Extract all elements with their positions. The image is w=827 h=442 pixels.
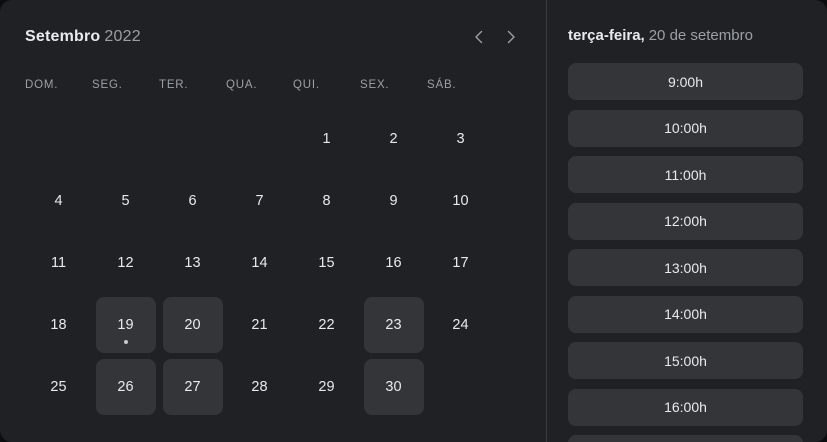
day-9: 9 [389, 193, 398, 209]
selected-date-title: terça-feira, 20 de setembro [568, 27, 753, 44]
day-cell: 27 [159, 356, 226, 418]
day-cell: 19 [92, 294, 159, 356]
day-24: 24 [452, 317, 469, 333]
day-13: 13 [184, 255, 201, 271]
day-cell: 25 [25, 356, 92, 418]
day-25: 25 [50, 379, 67, 395]
day-23[interactable]: 23 [363, 297, 424, 353]
day-15: 15 [318, 255, 335, 271]
day-4: 4 [54, 193, 63, 209]
month-nav [465, 23, 525, 51]
timeslot-9-00h[interactable]: 9:00h [568, 63, 803, 100]
day-12: 12 [117, 255, 134, 271]
day-cell: 12 [92, 232, 159, 294]
selected-date-label: 20 de setembro [648, 27, 753, 44]
year-label: 2022 [104, 28, 141, 45]
day-cell-empty [427, 356, 494, 418]
day-cell: 2 [360, 108, 427, 170]
timeslot-13-00h[interactable]: 13:00h [568, 249, 803, 286]
day-cell: 1 [293, 108, 360, 170]
timeslot-11-00h[interactable]: 11:00h [568, 156, 803, 193]
chevron-right-icon [503, 29, 519, 45]
day-cell: 5 [92, 170, 159, 232]
day-cell: 8 [293, 170, 360, 232]
month-title: Setembro 2022 [25, 28, 141, 46]
day-cell: 7 [226, 170, 293, 232]
calendar-grid: 1 2 3 4 5 6 7 8 9 10 11 12 13 14 15 16 17 18 19 20 21 22 23 24 2… [25, 108, 494, 418]
day-cell: 10 [427, 170, 494, 232]
timeslot-16-00h[interactable]: 16:00h [568, 388, 803, 426]
today-dot [123, 340, 128, 344]
day-18: 18 [50, 317, 67, 333]
day-20[interactable]: 20 [162, 297, 223, 353]
day-10: 10 [452, 193, 469, 209]
day-cell: 20 [159, 294, 226, 356]
day-27[interactable]: 27 [162, 359, 223, 415]
day-cell: 11 [25, 232, 92, 294]
day-2: 2 [389, 131, 398, 147]
day-28: 28 [251, 379, 268, 395]
day-29: 29 [318, 379, 335, 395]
day-17: 17 [452, 255, 469, 271]
weekday-header: SEG. [92, 79, 123, 91]
day-6: 6 [188, 193, 197, 209]
day-cell: 28 [226, 356, 293, 418]
day-cell: 24 [427, 294, 494, 356]
day-cell: 14 [226, 232, 293, 294]
timeslot-10-00h[interactable]: 10:00h [568, 109, 803, 147]
timeslot-list: 9:00h 10:00h 11:00h 12:00h 13:00h 14:00h 15:00… [568, 63, 803, 442]
day-cell: 9 [360, 170, 427, 232]
day-7: 7 [255, 193, 264, 209]
timeslot-14-00h[interactable]: 14:00h [568, 295, 803, 333]
day-cell: 13 [159, 232, 226, 294]
weekday-header: DOM. [25, 79, 59, 91]
month-label: Setembro [25, 28, 101, 45]
day-cell: 29 [293, 356, 360, 418]
day-30[interactable]: 30 [363, 359, 424, 415]
next-month-button[interactable] [497, 23, 525, 51]
day-cell: 6 [159, 170, 226, 232]
weekday-row: DOM. SEG. TER. QUA. QUI. SEX. SÁB. [25, 79, 494, 91]
day-26[interactable]: 26 [95, 359, 156, 415]
day-8: 8 [322, 193, 331, 209]
day-cell-empty [226, 108, 293, 170]
day-cell: 18 [25, 294, 92, 356]
day-cell: 30 [360, 356, 427, 418]
day-cell: 16 [360, 232, 427, 294]
day-cell: 4 [25, 170, 92, 232]
day-11: 11 [50, 255, 67, 271]
day-cell-empty [92, 108, 159, 170]
day-cell: 26 [92, 356, 159, 418]
day-22: 22 [318, 317, 335, 333]
selected-weekday-label: terça-feira, [568, 27, 645, 44]
day-cell-empty [159, 108, 226, 170]
weekday-header: SÁB. [427, 79, 457, 91]
prev-month-button[interactable] [465, 23, 493, 51]
day-21: 21 [251, 317, 268, 333]
day-cell: 21 [226, 294, 293, 356]
day-cell: 3 [427, 108, 494, 170]
timeslot-12-00h[interactable]: 12:00h [568, 202, 803, 240]
timeslot-partial[interactable] [568, 435, 803, 442]
day-cell: 23 [360, 294, 427, 356]
weekday-header: TER. [159, 79, 189, 91]
day-cell-empty [25, 108, 92, 170]
chevron-left-icon [471, 29, 487, 45]
day-19[interactable]: 19 [95, 297, 156, 353]
weekday-header: SEX. [360, 79, 390, 91]
weekday-header: QUA. [226, 79, 258, 91]
day-cell: 15 [293, 232, 360, 294]
day-cell: 17 [427, 232, 494, 294]
day-cell: 22 [293, 294, 360, 356]
weekday-header: QUI. [293, 79, 320, 91]
day-1: 1 [322, 131, 331, 147]
day-3: 3 [456, 131, 465, 147]
day-16: 16 [385, 255, 402, 271]
panel-divider [546, 0, 547, 442]
day-5: 5 [121, 193, 130, 209]
day-14: 14 [251, 255, 268, 271]
timeslot-15-00h[interactable]: 15:00h [568, 342, 803, 379]
